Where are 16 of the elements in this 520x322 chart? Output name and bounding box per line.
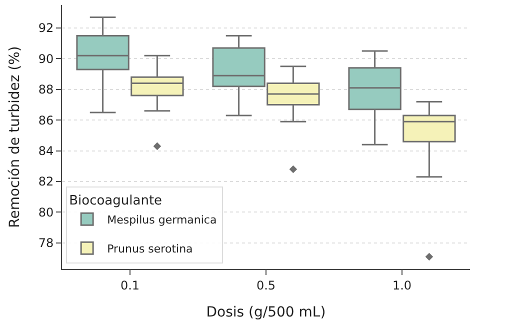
y-tick-label: 92: [38, 21, 54, 36]
y-tick-label: 80: [38, 205, 54, 220]
legend-label: Prunus serotina: [107, 242, 193, 256]
y-tick-label: 78: [38, 236, 54, 250]
y-tick-label: 90: [38, 52, 54, 66]
x-axis-title: Dosis (g/500 mL): [206, 304, 326, 321]
legend-title: Biocoagulante: [69, 194, 162, 209]
x-tick-label: 1.0: [392, 278, 412, 292]
y-tick-label: 82: [38, 174, 54, 189]
y-axis-title: Remoción de turbidez (%): [6, 46, 23, 228]
legend-label: Mespilus germanica: [107, 213, 217, 226]
y-tick-label: 88: [38, 82, 54, 97]
y-tick-label: 86: [38, 113, 54, 128]
x-tick-label: 0.1: [120, 278, 140, 292]
y-tick-label: 84: [38, 144, 54, 158]
x-tick-label: 0.5: [256, 278, 276, 292]
